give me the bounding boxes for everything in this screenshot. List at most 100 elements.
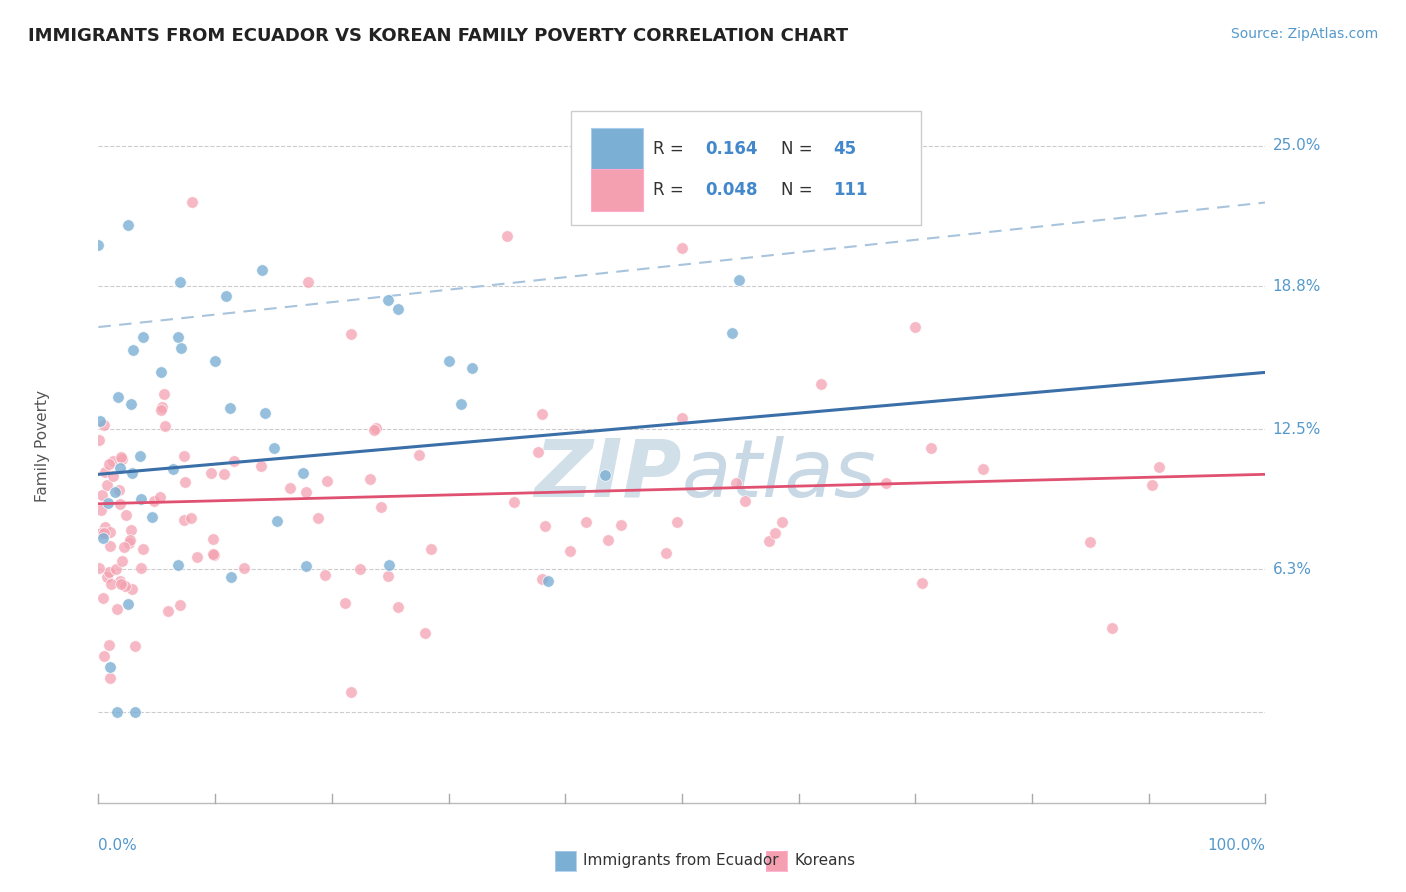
Point bbox=[153, 386, 176, 401]
Point bbox=[294, 484, 316, 499]
Point bbox=[503, 494, 526, 508]
Point bbox=[202, 549, 225, 563]
Text: 100.0%: 100.0% bbox=[1208, 838, 1265, 854]
Point bbox=[340, 685, 363, 699]
Point bbox=[167, 558, 190, 572]
Point bbox=[129, 560, 152, 574]
Point bbox=[363, 423, 385, 437]
Point bbox=[911, 576, 934, 591]
Point bbox=[758, 533, 780, 548]
Point bbox=[377, 568, 399, 582]
Point bbox=[96, 570, 118, 584]
Point bbox=[186, 549, 208, 564]
Point bbox=[1149, 459, 1171, 474]
Text: atlas: atlas bbox=[682, 435, 877, 514]
Point bbox=[437, 354, 460, 368]
Point bbox=[593, 467, 616, 482]
Point bbox=[121, 582, 143, 597]
Point bbox=[97, 496, 120, 510]
FancyBboxPatch shape bbox=[571, 111, 921, 225]
Point bbox=[114, 579, 136, 593]
Point bbox=[558, 544, 581, 558]
Point bbox=[118, 536, 141, 550]
Point bbox=[263, 441, 285, 455]
Point bbox=[180, 511, 202, 525]
Point bbox=[155, 418, 177, 433]
Point bbox=[810, 377, 832, 392]
Point bbox=[132, 542, 155, 557]
Text: Family Poverty: Family Poverty bbox=[35, 390, 49, 502]
Point bbox=[537, 574, 560, 589]
Point bbox=[170, 341, 193, 355]
Point bbox=[96, 477, 118, 491]
Point bbox=[370, 500, 392, 515]
Point bbox=[110, 452, 132, 467]
Point bbox=[89, 414, 111, 428]
Point bbox=[335, 596, 357, 610]
Point bbox=[173, 449, 195, 463]
Point bbox=[920, 441, 942, 455]
Point bbox=[200, 467, 222, 481]
Point bbox=[531, 572, 554, 586]
Point bbox=[120, 523, 142, 537]
Point bbox=[90, 526, 112, 541]
Point bbox=[98, 660, 121, 674]
Point bbox=[100, 577, 122, 591]
Point bbox=[1080, 535, 1102, 549]
Text: N =: N = bbox=[782, 140, 813, 158]
Point bbox=[98, 671, 121, 685]
Point bbox=[387, 302, 409, 317]
Point bbox=[91, 488, 114, 502]
Point bbox=[1140, 478, 1163, 492]
Text: N =: N = bbox=[782, 181, 813, 199]
Point bbox=[387, 599, 409, 614]
Point bbox=[671, 411, 693, 425]
Point bbox=[413, 626, 436, 640]
Point bbox=[378, 558, 401, 573]
Point bbox=[98, 638, 121, 652]
Point bbox=[150, 400, 173, 414]
Text: Source: ZipAtlas.com: Source: ZipAtlas.com bbox=[1230, 27, 1378, 41]
Point bbox=[167, 329, 190, 343]
Point bbox=[117, 218, 139, 232]
Point bbox=[108, 461, 131, 475]
Point bbox=[169, 599, 191, 613]
Text: 45: 45 bbox=[834, 140, 856, 158]
Point bbox=[724, 476, 747, 491]
Point bbox=[122, 343, 145, 357]
Point bbox=[87, 561, 110, 575]
Point bbox=[904, 320, 927, 334]
Point bbox=[105, 705, 128, 719]
Point bbox=[671, 241, 693, 255]
Point bbox=[129, 449, 152, 463]
Point bbox=[131, 492, 153, 507]
Point bbox=[101, 468, 124, 483]
Point bbox=[94, 519, 117, 533]
Point bbox=[420, 541, 443, 556]
Text: Immigrants from Ecuador: Immigrants from Ecuador bbox=[583, 854, 779, 868]
Point bbox=[314, 568, 336, 582]
Text: 111: 111 bbox=[834, 181, 868, 199]
Point bbox=[90, 503, 112, 517]
Point bbox=[112, 540, 135, 554]
Point bbox=[93, 418, 115, 433]
Point bbox=[728, 273, 751, 287]
Point bbox=[531, 407, 554, 421]
Point bbox=[132, 330, 155, 344]
Point bbox=[201, 532, 224, 546]
Point bbox=[93, 465, 115, 479]
FancyBboxPatch shape bbox=[591, 169, 644, 211]
Text: R =: R = bbox=[652, 181, 683, 199]
Point bbox=[609, 518, 631, 533]
Point bbox=[93, 648, 115, 663]
Point bbox=[250, 263, 273, 277]
Point bbox=[124, 639, 146, 653]
Point bbox=[97, 565, 120, 579]
Point bbox=[156, 605, 179, 619]
Point bbox=[266, 514, 288, 528]
Point bbox=[104, 485, 127, 500]
Point bbox=[450, 397, 472, 411]
Point bbox=[173, 512, 195, 526]
Point bbox=[212, 467, 235, 482]
FancyBboxPatch shape bbox=[591, 128, 644, 169]
